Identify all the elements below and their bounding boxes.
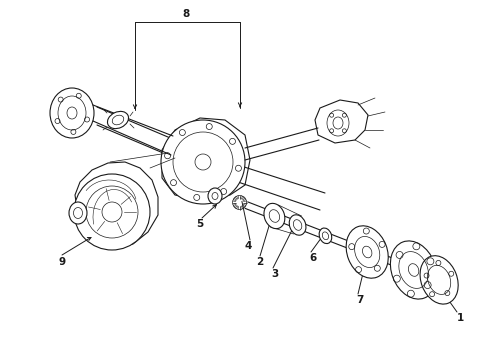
Ellipse shape: [346, 226, 388, 278]
Ellipse shape: [420, 256, 458, 304]
Text: 2: 2: [256, 257, 264, 267]
Circle shape: [161, 120, 245, 204]
Polygon shape: [315, 100, 368, 143]
Text: 7: 7: [356, 295, 364, 305]
Text: 9: 9: [58, 257, 66, 267]
Ellipse shape: [264, 203, 285, 229]
Text: 1: 1: [456, 313, 464, 323]
Circle shape: [161, 120, 245, 204]
Ellipse shape: [69, 202, 87, 224]
Circle shape: [74, 174, 150, 250]
Text: 5: 5: [196, 219, 204, 229]
Ellipse shape: [50, 88, 94, 138]
Ellipse shape: [107, 111, 128, 129]
Ellipse shape: [319, 228, 332, 244]
Ellipse shape: [289, 215, 306, 235]
Polygon shape: [75, 162, 158, 248]
Text: 6: 6: [309, 253, 317, 263]
Ellipse shape: [208, 188, 222, 204]
Text: 8: 8: [182, 9, 190, 19]
Polygon shape: [162, 118, 250, 200]
Text: 3: 3: [271, 269, 279, 279]
Text: 4: 4: [245, 241, 252, 251]
Ellipse shape: [391, 241, 437, 299]
